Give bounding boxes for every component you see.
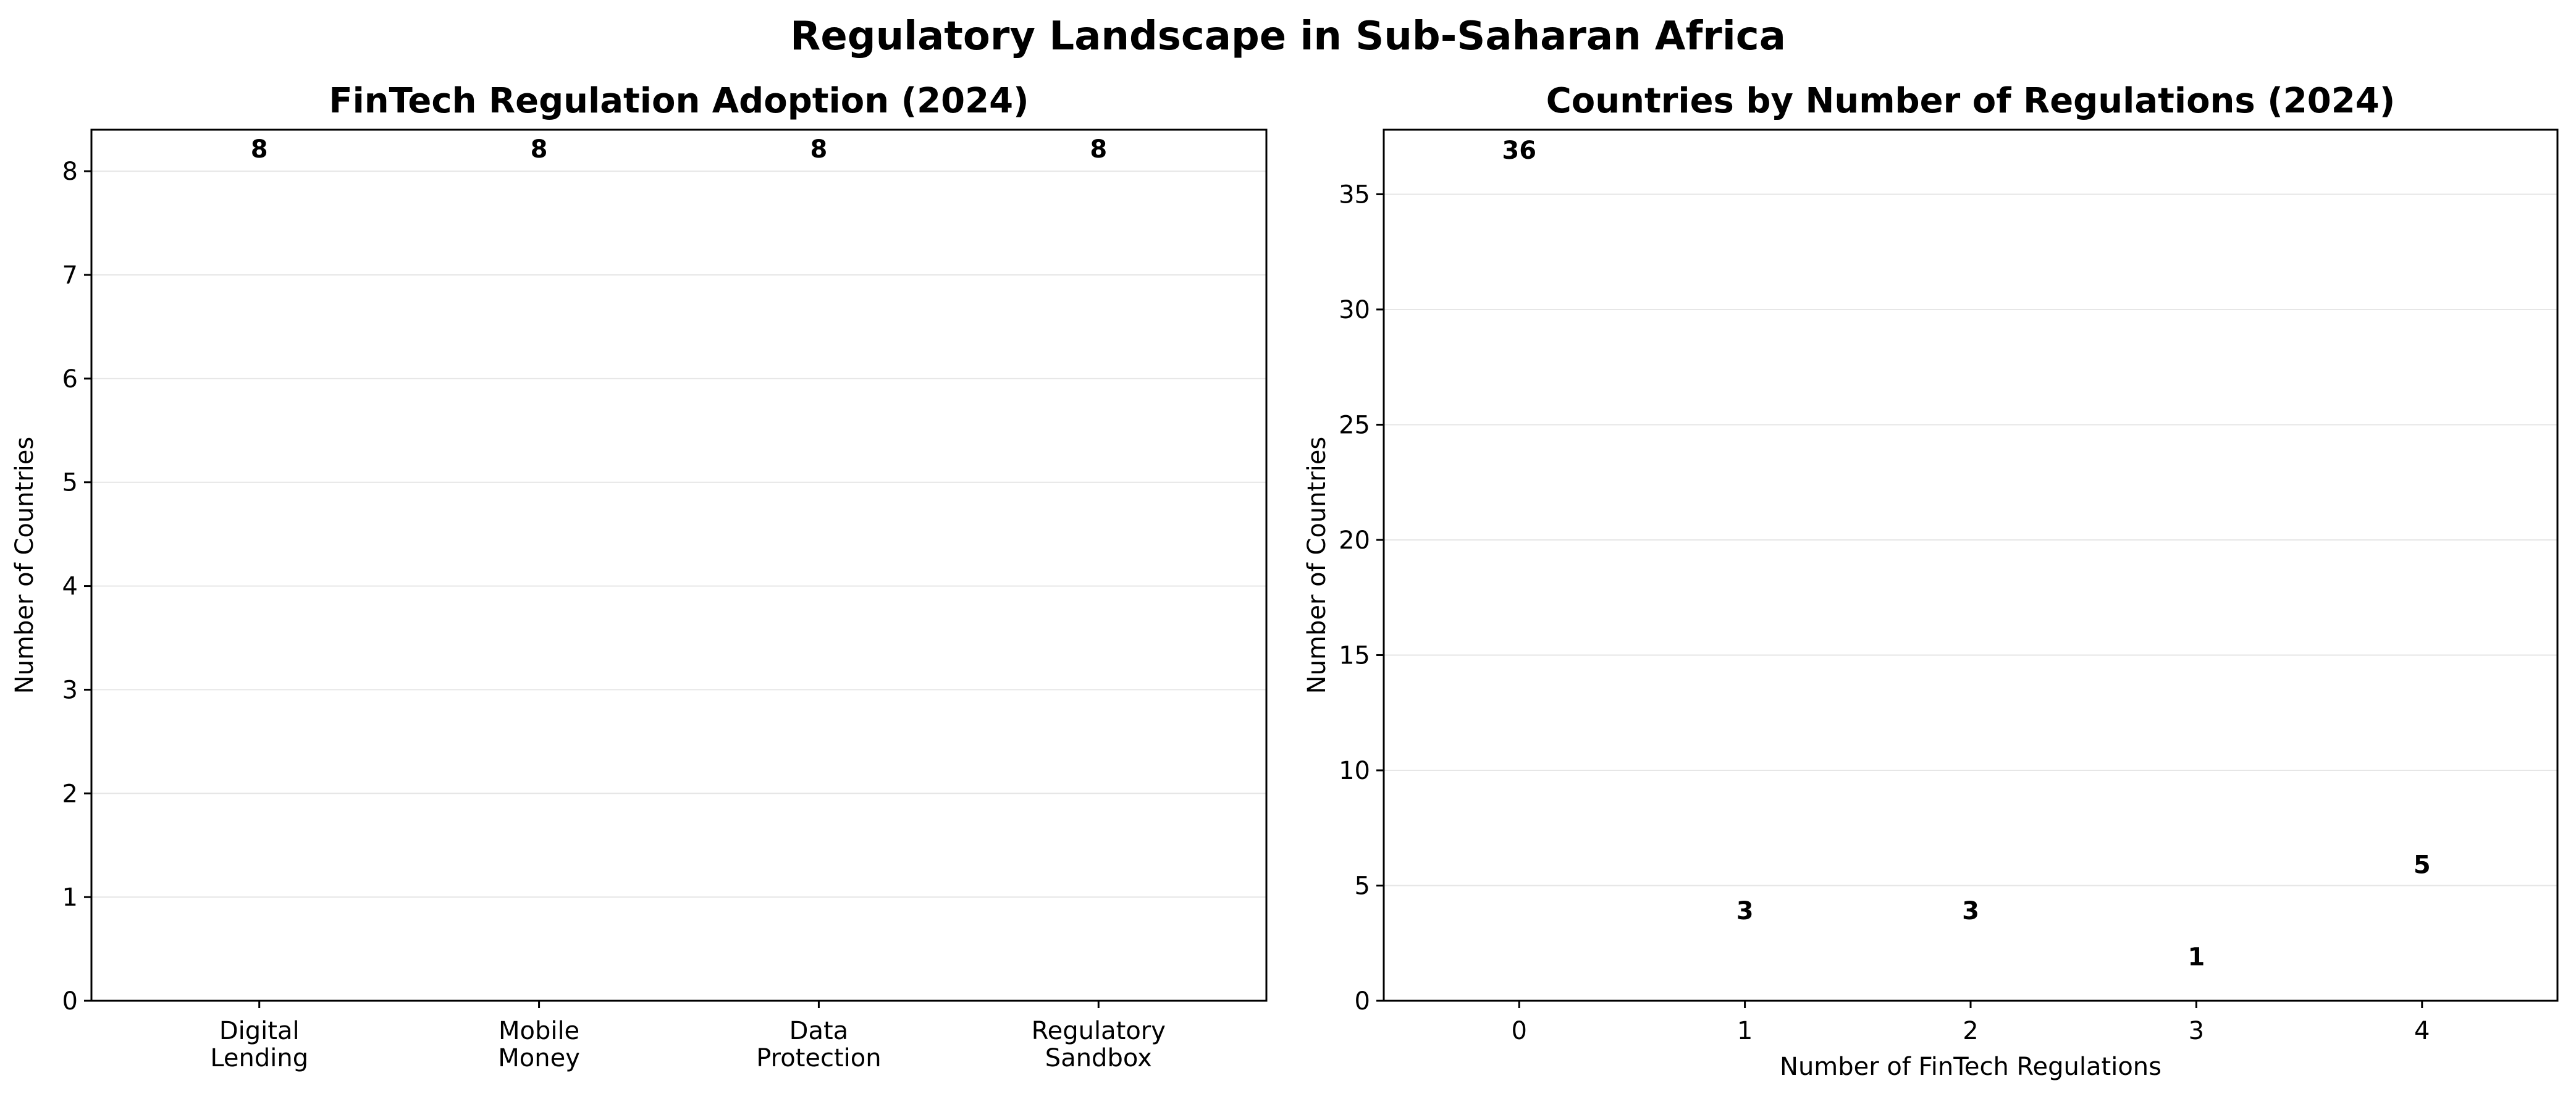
y-tick-label: 25: [1339, 411, 1370, 439]
bar-data-label: 36: [1502, 137, 1536, 165]
x-tick-label: Data Protection: [756, 1017, 881, 1072]
y-tick-label: 20: [1339, 526, 1370, 555]
y-tick-label: 35: [1339, 180, 1370, 209]
y-tick-label: 0: [62, 987, 78, 1016]
bar-data-label: 8: [1090, 135, 1107, 164]
y-tick-label: 4: [62, 573, 78, 601]
y-tick-label: 6: [62, 365, 78, 394]
y-tick-label: 30: [1339, 296, 1370, 324]
y-tick-label: 2: [62, 780, 78, 808]
bar-data-label: 5: [2414, 851, 2431, 879]
chart-fintech-regulation-adoption: 0 1 2 3 4 5 6 7 8 8 8 8 8 Digital Lending Mobile Money Da…: [11, 81, 1268, 1072]
x-tick-label: 2: [1963, 1017, 1978, 1045]
x-tick-label: Mobile Money: [498, 1017, 580, 1072]
x-tick-label: Digital Lending: [210, 1017, 308, 1072]
axes-frame: [1383, 128, 2559, 1002]
bar-data-label: 8: [531, 135, 548, 164]
y-tick-label: 15: [1339, 641, 1370, 670]
x-tick-label: 1: [1737, 1017, 1753, 1045]
y-tick-label: 1: [62, 883, 78, 912]
x-tick-label: 4: [2414, 1017, 2430, 1045]
y-tick-label: 5: [62, 469, 78, 497]
axes-title: FinTech Regulation Adoption (2024): [329, 81, 1029, 121]
bar-data-label: 3: [1962, 897, 1979, 925]
y-tick-label: 3: [62, 676, 78, 704]
bar-data-label: 1: [2187, 943, 2205, 972]
figure-suptitle: Regulatory Landscape in Sub-Saharan Afri…: [790, 14, 1786, 59]
y-axis-label: Number of Countries: [11, 437, 39, 694]
bar-data-label: 8: [251, 135, 268, 164]
bar-data-label: 8: [810, 135, 828, 164]
y-axis-label: Number of Countries: [1303, 437, 1331, 694]
y-tick-label: 7: [62, 261, 78, 290]
x-tick-label: Regulatory Sandbox: [1032, 1017, 1166, 1072]
x-tick-label: 3: [2189, 1017, 2204, 1045]
axes-frame: [90, 128, 1268, 1002]
y-tick-label: 8: [62, 158, 78, 186]
x-axis-label: Number of FinTech Regulations: [1780, 1053, 2161, 1081]
y-tick-label: 0: [1355, 987, 1370, 1016]
bar-data-label: 3: [1736, 897, 1754, 925]
axes-title: Countries by Number of Regulations (2024…: [1546, 81, 2396, 121]
y-tick-label: 5: [1355, 872, 1370, 900]
x-tick-label: 0: [1512, 1017, 1527, 1045]
y-tick-label: 10: [1339, 757, 1370, 785]
